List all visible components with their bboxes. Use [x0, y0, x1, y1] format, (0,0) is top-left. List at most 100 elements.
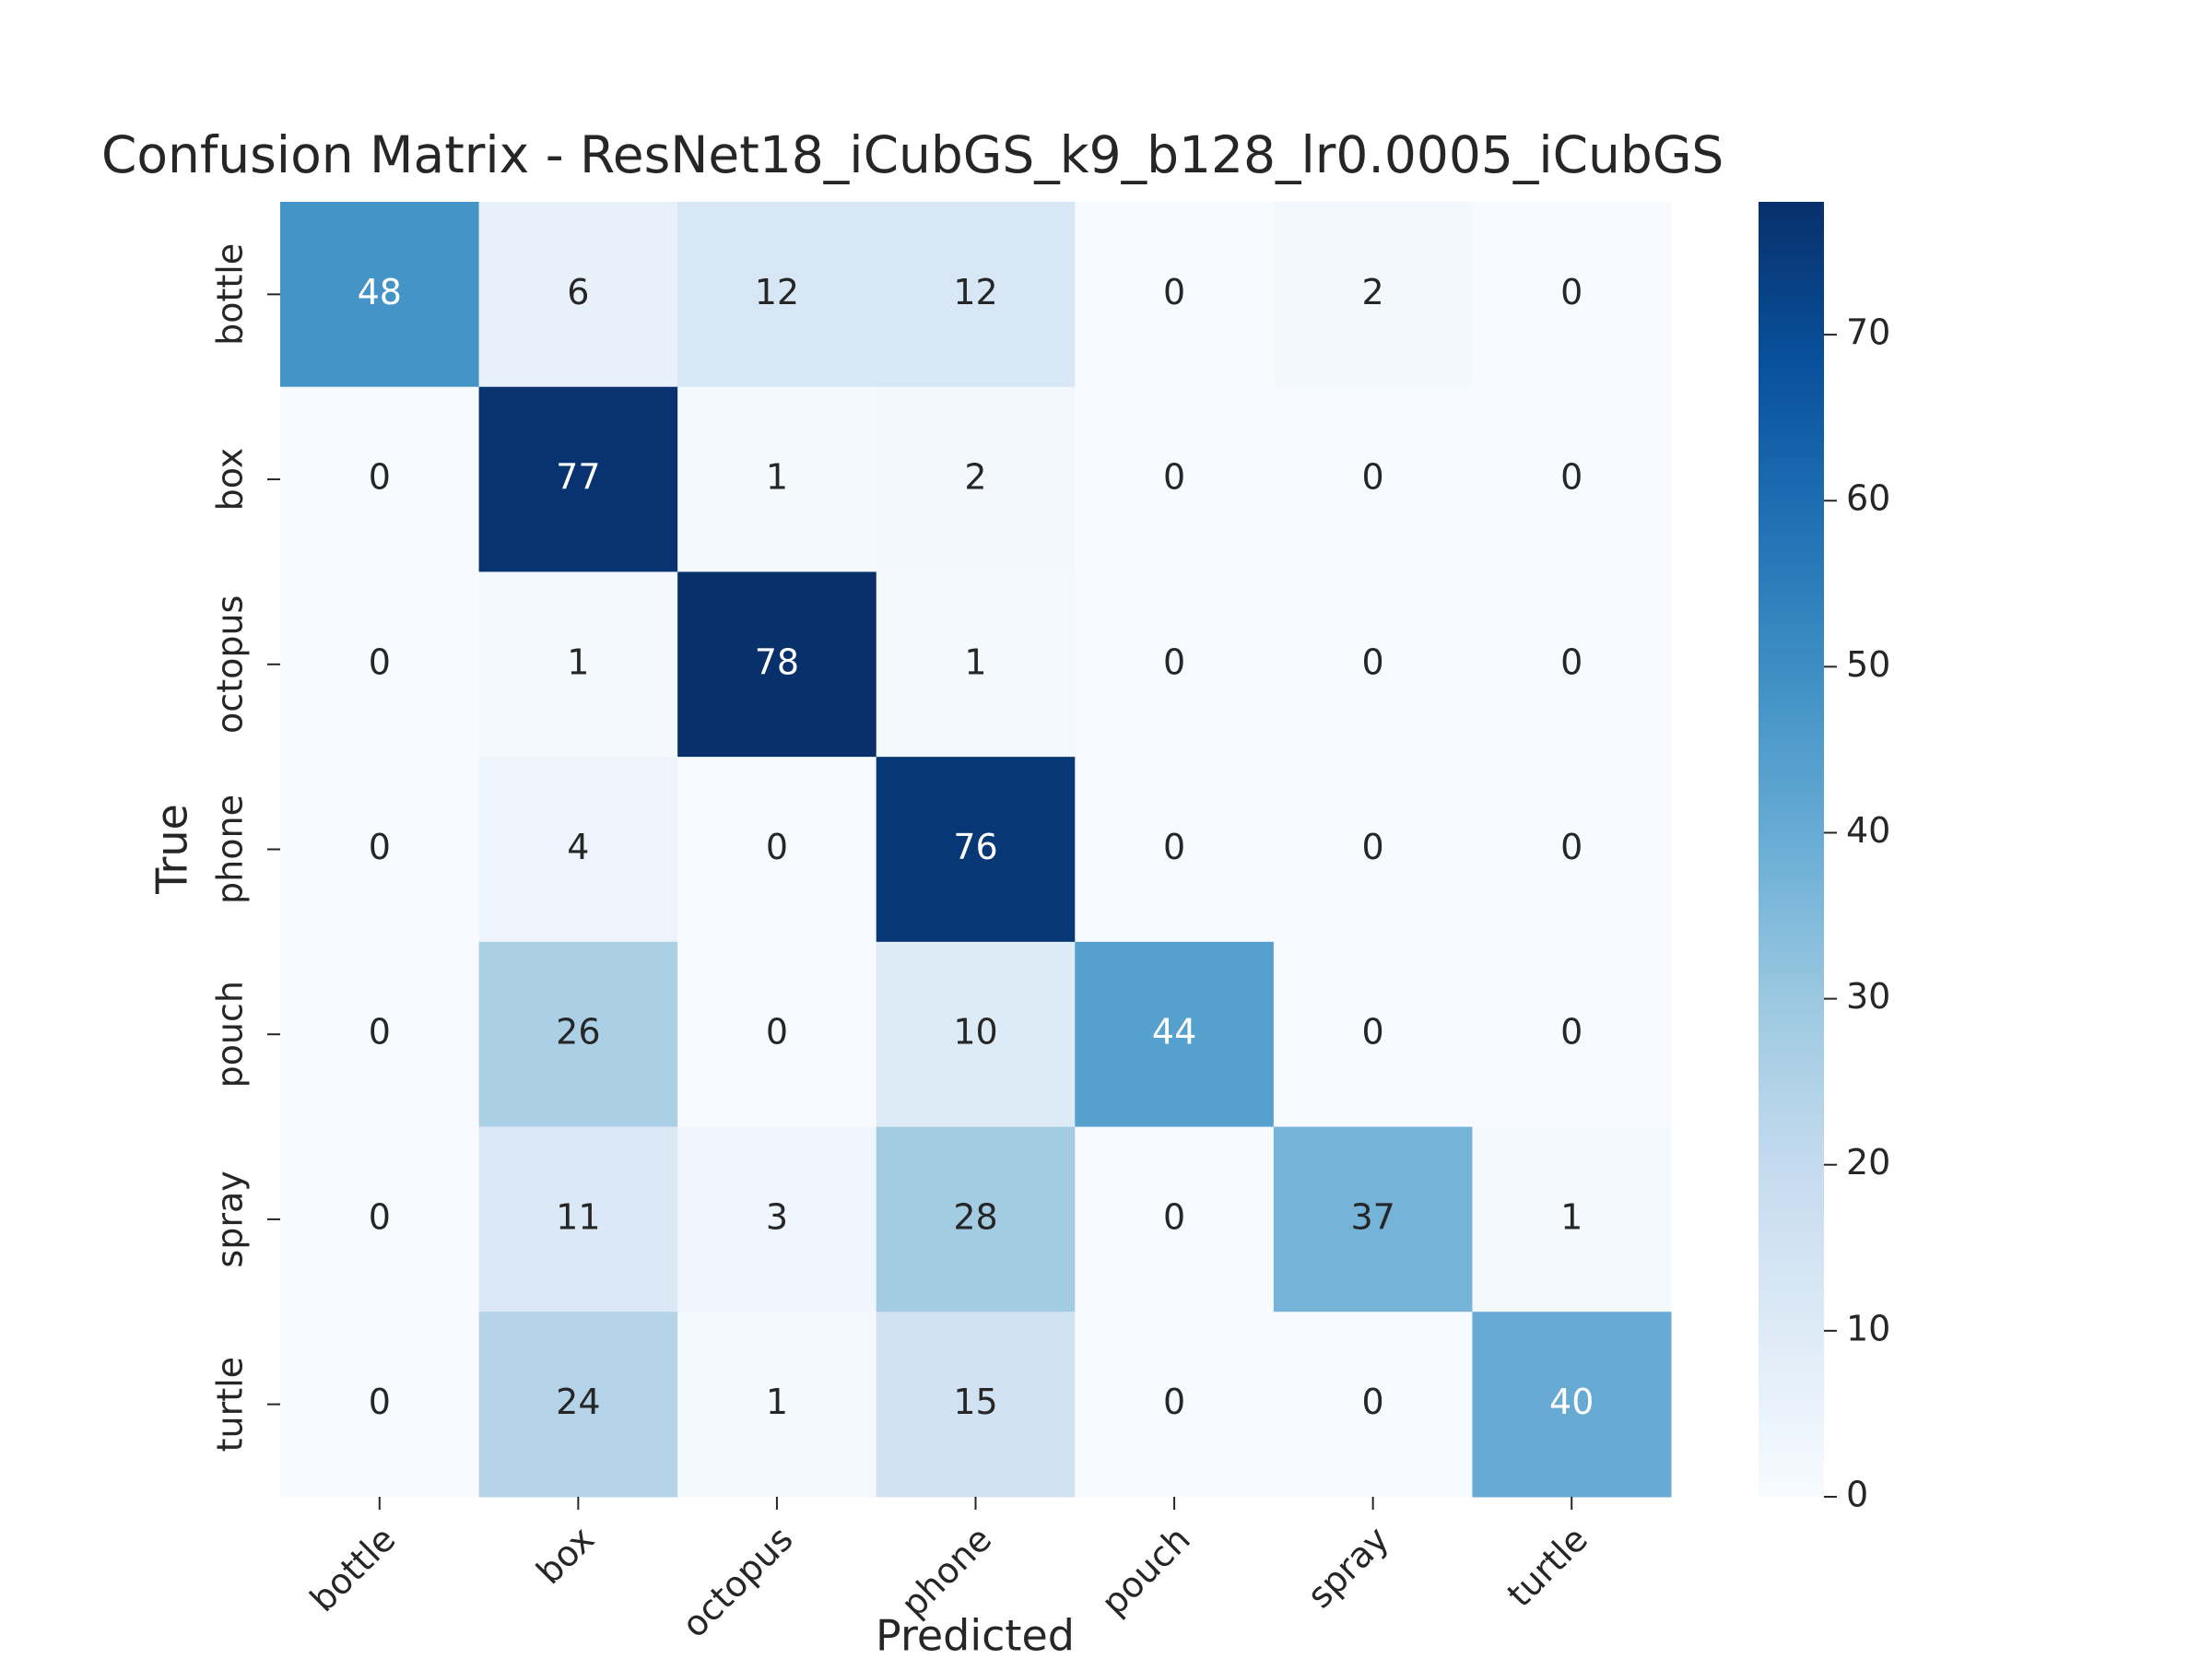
cell-value: 1	[567, 641, 589, 682]
cell-value: 0	[369, 1196, 391, 1237]
cell-value: 24	[556, 1382, 600, 1422]
heatmap-cell	[1472, 1312, 1672, 1498]
heatmap-cell	[677, 386, 877, 572]
cell-value: 37	[1350, 1196, 1394, 1237]
colorbar	[1759, 202, 1824, 1497]
heatmap-cell	[1273, 1126, 1473, 1312]
cell-value: 1	[766, 457, 788, 498]
heatmap-cell	[280, 1126, 480, 1312]
cell-value: 0	[1163, 457, 1185, 498]
cell-value: 10	[953, 1012, 997, 1053]
y-tick-label: pouch	[210, 981, 251, 1088]
heatmap-cell	[1075, 757, 1275, 943]
cell-value: 12	[953, 272, 997, 312]
x-axis-label: Predicted	[876, 1611, 1075, 1659]
heatmap-cell	[1472, 1126, 1672, 1312]
heatmap-cell	[478, 941, 678, 1128]
cell-value: 26	[556, 1012, 600, 1053]
cell-value: 1	[1560, 1196, 1583, 1237]
colorbar-tick-label: 10	[1846, 1308, 1890, 1348]
cell-value: 1	[964, 641, 986, 682]
y-tick-label: spray	[210, 1171, 251, 1267]
cell-value: 0	[1560, 641, 1583, 682]
cell-value: 0	[1163, 1196, 1185, 1237]
cell-value: 0	[369, 641, 391, 682]
heatmap-cell	[1273, 571, 1473, 758]
cell-value: 0	[1560, 457, 1583, 498]
cell-value: 0	[1362, 1012, 1384, 1053]
heatmap-cell	[1472, 386, 1672, 572]
cell-value: 76	[953, 827, 997, 867]
heatmap-cell	[280, 202, 480, 388]
heatmap-cell	[1273, 757, 1473, 943]
y-tick-label: bottle	[210, 243, 251, 346]
colorbar-tick-label: 50	[1846, 644, 1890, 685]
colorbar-tick-label: 20	[1846, 1142, 1890, 1182]
heatmap-cell	[876, 202, 1076, 388]
heatmap-cell	[677, 757, 877, 943]
x-tick-label: spray	[1300, 1519, 1397, 1617]
x-tick-label: pouch	[1093, 1519, 1197, 1623]
heatmap-cell	[1075, 1312, 1275, 1498]
y-tick-label: octopus	[210, 595, 251, 734]
heatmap-cell	[677, 1312, 877, 1498]
heatmap-cell	[1472, 571, 1672, 758]
cell-value: 28	[953, 1196, 997, 1237]
colorbar-tick-label: 0	[1846, 1475, 1868, 1515]
cell-value: 0	[1163, 827, 1185, 867]
y-tick-label: turtle	[210, 1357, 251, 1452]
cell-value: 40	[1549, 1382, 1594, 1422]
heatmap-cell	[1472, 941, 1672, 1128]
heatmap-cell	[1273, 386, 1473, 572]
cell-value: 2	[1362, 272, 1384, 312]
cell-value: 0	[1362, 827, 1384, 867]
cell-value: 0	[1163, 272, 1185, 312]
heatmap-cell	[677, 571, 877, 758]
cell-value: 3	[766, 1196, 788, 1237]
cell-value: 0	[369, 1382, 391, 1422]
colorbar-tick-label: 70	[1846, 312, 1890, 353]
heatmap-cell	[478, 757, 678, 943]
heatmap-cell	[1075, 941, 1275, 1128]
heatmap-cell	[280, 941, 480, 1128]
heatmap-cell	[876, 941, 1076, 1128]
y-tick-label: phone	[210, 794, 251, 904]
heatmap-cell	[280, 757, 480, 943]
chart-title: Confusion Matrix - ResNet18_iCubGS_k9_b1…	[101, 125, 1724, 184]
heatmap-cell	[1472, 757, 1672, 943]
x-tick-label: turtle	[1500, 1519, 1595, 1615]
heatmap-cell	[478, 202, 678, 388]
cell-value: 4	[567, 827, 589, 867]
cell-value: 0	[766, 827, 788, 867]
heatmap-cell	[1075, 386, 1275, 572]
heatmap-cell	[677, 1126, 877, 1312]
cell-value: 0	[1163, 1382, 1185, 1422]
heatmap-cell	[876, 1312, 1076, 1498]
heatmap-cell	[478, 1312, 678, 1498]
heatmap-cell	[1273, 941, 1473, 1128]
cell-value: 12	[755, 272, 799, 312]
cell-value: 0	[369, 1012, 391, 1053]
heatmap-cell	[1075, 571, 1275, 758]
heatmap-cell	[1075, 202, 1275, 388]
x-tick-label: box	[528, 1519, 602, 1593]
x-tick-label: phone	[893, 1519, 999, 1625]
cell-value: 0	[369, 827, 391, 867]
heatmap-cell	[677, 202, 877, 388]
colorbar-tick-label: 30	[1846, 976, 1890, 1017]
x-tick-label: bottle	[302, 1519, 404, 1620]
cell-value: 2	[964, 457, 986, 498]
heatmap-cell	[876, 757, 1076, 943]
cell-value: 0	[1560, 827, 1583, 867]
y-tick-label: box	[210, 448, 251, 512]
cell-value: 0	[1362, 641, 1384, 682]
cell-value: 48	[358, 272, 402, 312]
heatmap-cell	[1273, 1312, 1473, 1498]
heatmap-cell	[876, 386, 1076, 572]
heatmap-cell	[1273, 202, 1473, 388]
cell-value: 77	[556, 457, 600, 498]
heatmap-cell	[478, 1126, 678, 1312]
cell-value: 0	[369, 457, 391, 498]
